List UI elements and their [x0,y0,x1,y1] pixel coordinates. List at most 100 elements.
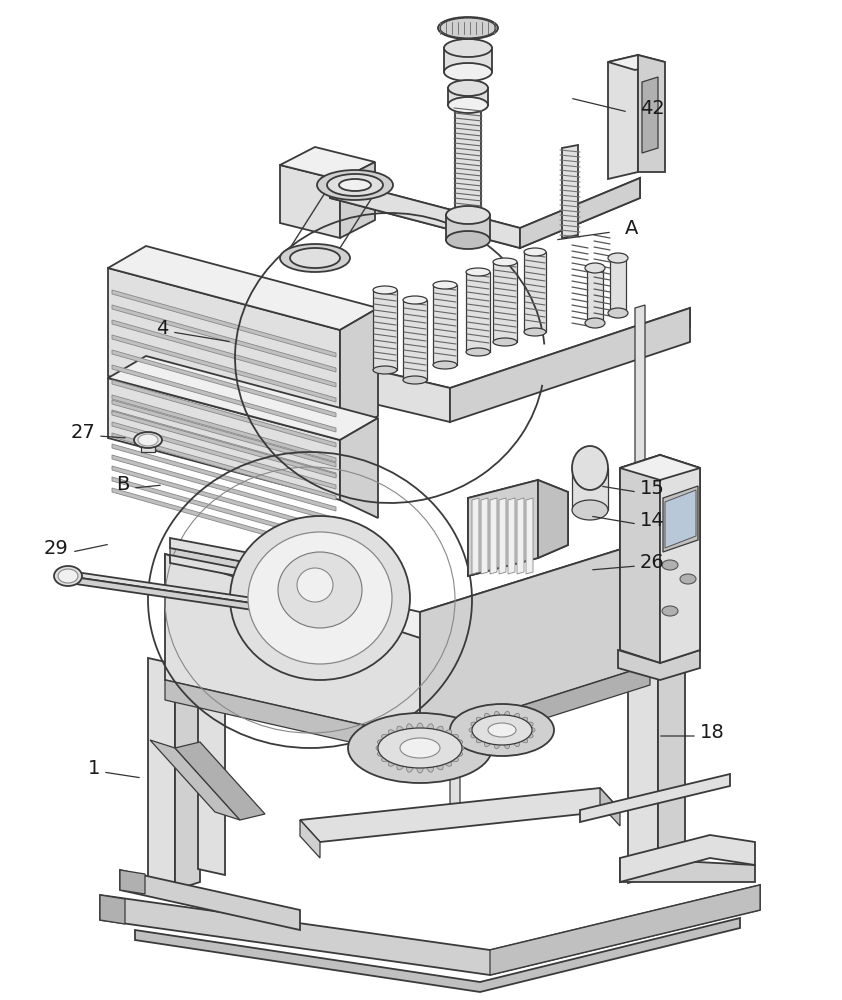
Ellipse shape [248,532,392,664]
Polygon shape [175,658,200,890]
Polygon shape [608,55,638,179]
Ellipse shape [290,248,340,268]
Ellipse shape [373,286,397,294]
Polygon shape [148,658,175,890]
Ellipse shape [280,244,350,272]
Ellipse shape [518,717,528,726]
Ellipse shape [680,574,696,584]
Ellipse shape [381,734,394,744]
Polygon shape [175,742,265,820]
Polygon shape [112,290,336,357]
Ellipse shape [518,734,528,743]
Ellipse shape [417,759,424,773]
Polygon shape [108,268,340,438]
Ellipse shape [444,63,492,81]
Polygon shape [562,145,578,238]
Text: 29: 29 [43,538,68,558]
Ellipse shape [445,734,458,744]
Polygon shape [580,774,730,822]
Polygon shape [455,105,481,215]
Polygon shape [526,498,533,574]
Polygon shape [112,335,336,402]
Polygon shape [638,55,665,172]
Polygon shape [472,498,479,574]
Ellipse shape [397,726,406,739]
Ellipse shape [134,432,162,448]
Polygon shape [618,650,700,680]
Polygon shape [300,788,620,842]
Polygon shape [108,378,340,500]
Ellipse shape [572,500,608,520]
Ellipse shape [523,727,535,733]
Polygon shape [330,178,640,248]
Ellipse shape [348,713,492,783]
Polygon shape [165,554,420,738]
Polygon shape [112,455,336,522]
Polygon shape [508,498,515,574]
Polygon shape [499,498,506,574]
Polygon shape [170,555,340,596]
Ellipse shape [488,723,516,737]
Polygon shape [112,320,336,387]
Polygon shape [340,418,378,518]
Polygon shape [420,540,650,738]
Ellipse shape [138,434,158,446]
Ellipse shape [449,740,462,747]
Ellipse shape [512,713,520,724]
Polygon shape [340,162,375,238]
Polygon shape [403,300,427,380]
Text: 4: 4 [156,318,168,338]
Ellipse shape [438,17,498,39]
Polygon shape [112,400,336,467]
Ellipse shape [450,704,554,756]
Polygon shape [300,820,320,858]
Polygon shape [330,178,520,248]
Text: B: B [117,476,130,494]
Text: 18: 18 [700,722,725,742]
Polygon shape [466,272,490,352]
Text: A: A [625,219,638,237]
Ellipse shape [471,731,482,738]
Ellipse shape [54,566,82,586]
Polygon shape [490,498,497,574]
Ellipse shape [524,248,546,256]
Ellipse shape [440,730,451,741]
Polygon shape [135,918,740,992]
Ellipse shape [377,749,391,756]
Polygon shape [60,570,342,616]
Ellipse shape [58,569,78,583]
Polygon shape [600,788,620,826]
Polygon shape [620,455,700,663]
Ellipse shape [585,263,605,273]
Ellipse shape [472,715,532,745]
Ellipse shape [493,258,517,266]
Polygon shape [524,252,546,332]
Ellipse shape [376,744,390,752]
Ellipse shape [403,296,427,304]
Ellipse shape [433,361,457,369]
Ellipse shape [450,744,464,752]
Text: 42: 42 [640,99,664,117]
Ellipse shape [504,711,509,723]
Polygon shape [665,490,696,548]
Polygon shape [572,468,608,510]
Ellipse shape [397,757,406,770]
Polygon shape [108,246,378,330]
Ellipse shape [426,724,434,737]
Ellipse shape [484,736,493,747]
Polygon shape [100,885,760,975]
Text: 15: 15 [640,479,665,497]
Ellipse shape [446,206,490,224]
Ellipse shape [327,174,383,196]
Polygon shape [112,380,336,447]
Text: 1: 1 [88,758,100,778]
Polygon shape [112,395,336,462]
Polygon shape [468,480,538,576]
Ellipse shape [373,366,397,374]
Polygon shape [517,498,524,574]
Polygon shape [450,308,690,422]
Polygon shape [170,548,350,592]
Ellipse shape [445,752,458,762]
Ellipse shape [662,606,678,616]
Ellipse shape [477,717,487,726]
